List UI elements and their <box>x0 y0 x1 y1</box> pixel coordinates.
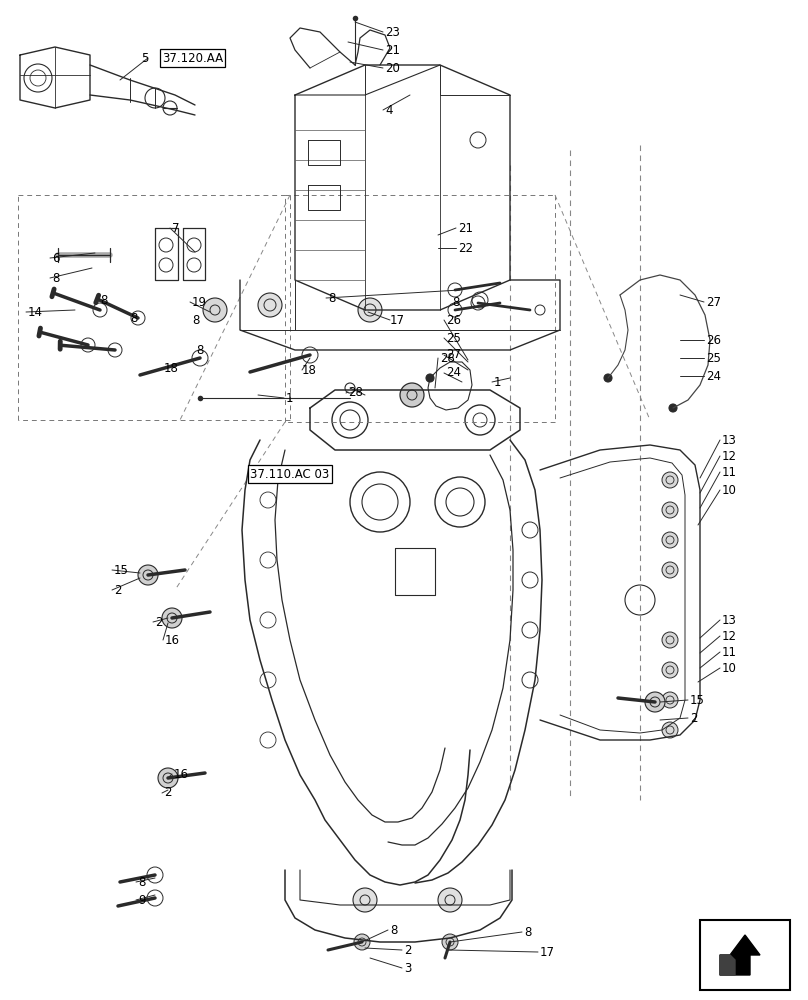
Text: 2: 2 <box>114 584 121 596</box>
Text: 17: 17 <box>390 314 405 326</box>
Text: 8: 8 <box>196 344 204 357</box>
Circle shape <box>662 662 678 678</box>
Text: 9: 9 <box>138 894 145 906</box>
Text: 16: 16 <box>165 634 180 647</box>
Text: 4: 4 <box>385 104 393 116</box>
Circle shape <box>662 472 678 488</box>
Circle shape <box>662 532 678 548</box>
Circle shape <box>162 608 182 628</box>
Circle shape <box>138 565 158 585</box>
Text: 8: 8 <box>524 926 532 938</box>
Text: 7: 7 <box>172 222 179 234</box>
Circle shape <box>426 374 434 382</box>
Text: 10: 10 <box>722 484 737 496</box>
Circle shape <box>442 934 458 950</box>
Polygon shape <box>720 935 760 975</box>
Text: 11: 11 <box>722 466 737 479</box>
Text: 25: 25 <box>706 352 721 364</box>
Text: 3: 3 <box>404 962 411 974</box>
Text: 8: 8 <box>452 296 460 308</box>
Text: 24: 24 <box>446 366 461 379</box>
Polygon shape <box>720 955 735 975</box>
Text: 15: 15 <box>690 694 705 706</box>
Text: 26: 26 <box>446 314 461 326</box>
Text: 15: 15 <box>114 564 128 576</box>
Text: 8: 8 <box>138 876 145 888</box>
Text: 1: 1 <box>494 375 502 388</box>
Text: 23: 23 <box>385 25 400 38</box>
Circle shape <box>662 562 678 578</box>
Text: 6: 6 <box>52 251 60 264</box>
Text: 20: 20 <box>385 62 400 75</box>
Circle shape <box>662 502 678 518</box>
Circle shape <box>662 632 678 648</box>
Text: 27: 27 <box>446 349 461 361</box>
Text: 12: 12 <box>722 450 737 462</box>
Circle shape <box>258 293 282 317</box>
Circle shape <box>604 374 612 382</box>
Text: 17: 17 <box>540 946 555 958</box>
Circle shape <box>203 298 227 322</box>
Text: 12: 12 <box>722 630 737 643</box>
Text: 22: 22 <box>458 241 473 254</box>
Text: 26: 26 <box>706 334 721 347</box>
Text: 2: 2 <box>690 712 697 724</box>
Text: 16: 16 <box>174 768 189 780</box>
Circle shape <box>354 934 370 950</box>
Text: 18: 18 <box>302 363 317 376</box>
Bar <box>700 920 790 990</box>
Text: 1: 1 <box>286 391 293 404</box>
Text: 8: 8 <box>328 292 335 304</box>
Text: 21: 21 <box>458 222 473 234</box>
Circle shape <box>400 383 424 407</box>
Circle shape <box>158 768 178 788</box>
Circle shape <box>358 298 382 322</box>
Text: 14: 14 <box>28 306 43 318</box>
Circle shape <box>353 888 377 912</box>
Text: 5: 5 <box>141 51 148 64</box>
Text: 28: 28 <box>348 386 363 399</box>
Text: 37.110.AC 03: 37.110.AC 03 <box>250 468 329 481</box>
Text: 11: 11 <box>722 646 737 658</box>
Text: 28: 28 <box>440 352 455 364</box>
Text: 2: 2 <box>155 615 162 629</box>
Text: 24: 24 <box>706 369 721 382</box>
Text: 18: 18 <box>164 361 179 374</box>
Text: 10: 10 <box>722 662 737 674</box>
Text: 2: 2 <box>164 786 171 800</box>
Text: 2: 2 <box>404 944 411 956</box>
Text: 8: 8 <box>100 294 107 306</box>
Text: 8: 8 <box>192 314 200 326</box>
Text: 27: 27 <box>706 296 721 308</box>
Circle shape <box>662 692 678 708</box>
Text: 8: 8 <box>390 924 398 936</box>
Text: 25: 25 <box>446 332 461 344</box>
Circle shape <box>669 404 677 412</box>
Text: 13: 13 <box>722 434 737 446</box>
Text: 8: 8 <box>52 271 59 284</box>
Circle shape <box>662 722 678 738</box>
Text: 19: 19 <box>192 296 207 308</box>
Text: 37.120.AA: 37.120.AA <box>162 51 223 64</box>
Text: 21: 21 <box>385 43 400 56</box>
Circle shape <box>645 692 665 712</box>
Text: 13: 13 <box>722 613 737 626</box>
Circle shape <box>438 888 462 912</box>
Text: 8: 8 <box>130 312 137 324</box>
